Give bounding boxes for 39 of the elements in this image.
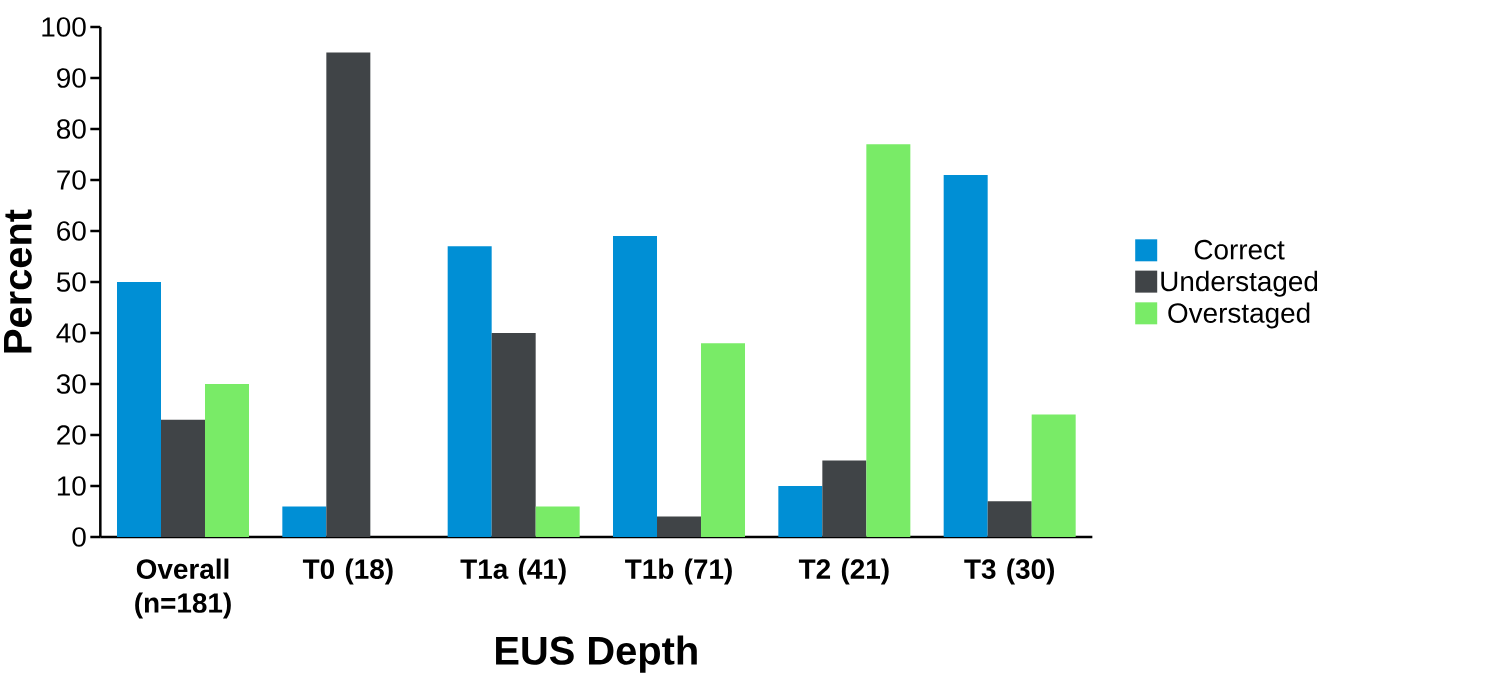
bar bbox=[822, 460, 867, 537]
bar bbox=[447, 246, 492, 537]
bar bbox=[613, 236, 658, 537]
bar bbox=[117, 282, 161, 537]
y-tick-label: 40 bbox=[56, 323, 86, 343]
y-tick-label: 60 bbox=[57, 221, 86, 241]
bar bbox=[535, 506, 580, 537]
y-tick-label: 70 bbox=[57, 170, 86, 190]
bar bbox=[943, 174, 988, 537]
bar bbox=[778, 486, 823, 537]
bar bbox=[701, 343, 746, 537]
bar bbox=[987, 501, 1032, 537]
x-tick-label: T2 (21) bbox=[798, 558, 889, 585]
bar bbox=[657, 516, 702, 537]
legend-label: Overstaged bbox=[1168, 302, 1310, 329]
y-axis-title: Percent bbox=[4, 209, 32, 353]
bar bbox=[1031, 414, 1076, 537]
bar bbox=[866, 144, 911, 537]
bar bbox=[161, 419, 205, 537]
y-tick-label: 90 bbox=[57, 68, 86, 88]
y-tick-label: 0 bbox=[72, 527, 86, 547]
bar bbox=[282, 506, 327, 537]
bar bbox=[205, 384, 249, 537]
y-tick-label: 50 bbox=[56, 272, 86, 292]
legend-label: Understaged bbox=[1161, 270, 1318, 297]
x-tick-label: T0 (18) bbox=[302, 558, 393, 585]
y-tick-label: 20 bbox=[57, 425, 86, 445]
x-tick-label: T3 (30) bbox=[964, 558, 1055, 585]
y-tick-label: 100 bbox=[42, 17, 86, 37]
y-tick-label: 10 bbox=[57, 476, 86, 496]
x-tick-label: Overall (n=181) bbox=[135, 558, 231, 619]
y-tick-label: 30 bbox=[56, 374, 86, 394]
legend-label: Correct bbox=[1194, 239, 1285, 260]
x-tick-label: T1b (71) bbox=[625, 558, 732, 585]
x-axis-title: EUS Depth bbox=[496, 635, 697, 673]
x-tick-label: T1a (41) bbox=[460, 558, 566, 585]
bar bbox=[491, 333, 536, 537]
y-tick-label: 80 bbox=[57, 119, 86, 139]
bar bbox=[326, 52, 371, 537]
